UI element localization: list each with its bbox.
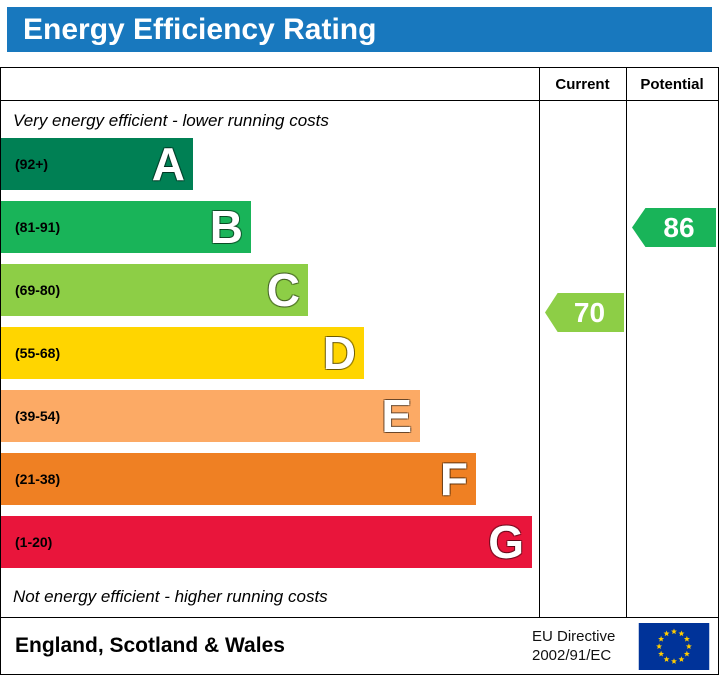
eu-flag-icon [638, 623, 710, 670]
top-note: Very energy efficient - lower running co… [13, 111, 329, 130]
band-letter: F [439, 453, 468, 505]
column-header-current: Current [555, 76, 610, 93]
title-banner: Energy Efficiency Rating [7, 7, 712, 52]
column-header-potential: Potential [640, 76, 704, 93]
band-range: (92+) [15, 156, 49, 172]
footer: England, Scotland & Wales EU Directive 2… [0, 618, 719, 675]
band-row-d: (55-68) D [1, 327, 364, 379]
band-range: (81-91) [15, 219, 61, 235]
potential-indicator: 86 [632, 208, 716, 247]
potential-column-divider [626, 68, 627, 617]
band-range: (39-54) [15, 408, 61, 424]
band-letter: G [488, 516, 524, 568]
band-letter: E [381, 390, 412, 442]
band-row-e: (39-54) E [1, 390, 420, 442]
bottom-note: Not energy efficient - higher running co… [13, 587, 328, 606]
band-row-g: (1-20) G [1, 516, 532, 568]
energy-rating-chart: Current Potential Very energy efficient … [0, 67, 719, 618]
potential-value: 86 [663, 211, 695, 243]
band-row-b: (81-91) B [1, 201, 251, 253]
eu-directive-line1: EU Directive [532, 628, 616, 645]
current-indicator: 70 [545, 293, 624, 332]
band-letter: D [322, 327, 356, 379]
band-range: (21-38) [15, 471, 61, 487]
band-range: (55-68) [15, 345, 61, 361]
current-value: 70 [573, 296, 606, 328]
eu-directive-line2: 2002/91/EC [532, 647, 612, 664]
page-title: Energy Efficiency Rating [23, 13, 377, 46]
band-row-f: (21-38) F [1, 453, 476, 505]
band-row-c: (69-80) C [1, 264, 308, 316]
band-letter: B [209, 201, 243, 253]
current-column-divider [539, 68, 540, 617]
band-range: (1-20) [15, 534, 53, 550]
band-row-a: (92+) A [1, 138, 193, 190]
band-range: (69-80) [15, 282, 61, 298]
region-label: England, Scotland & Wales [15, 634, 285, 657]
band-letter: C [266, 264, 300, 316]
eu-directive-label: EU Directive 2002/91/EC [532, 627, 615, 665]
band-letter: A [151, 138, 185, 190]
chart-header-row: Current Potential [1, 68, 718, 101]
